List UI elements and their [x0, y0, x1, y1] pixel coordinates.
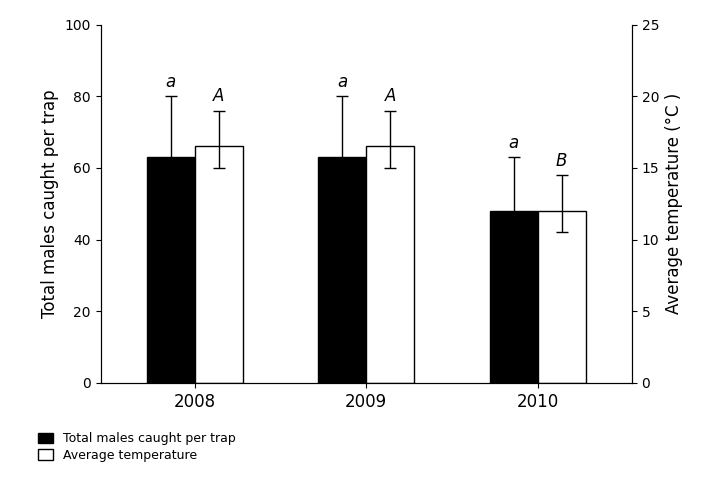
Y-axis label: Total males caught per trap: Total males caught per trap: [41, 89, 59, 318]
Bar: [490, 211, 538, 383]
Text: a: a: [508, 134, 518, 152]
Text: a: a: [337, 73, 348, 91]
Text: A: A: [384, 87, 396, 105]
Bar: [195, 146, 243, 383]
Text: B: B: [556, 152, 567, 170]
Bar: [366, 146, 414, 383]
Text: A: A: [213, 87, 225, 105]
Bar: [146, 157, 195, 383]
Text: a: a: [166, 73, 176, 91]
Y-axis label: Average temperature (°C ): Average temperature (°C ): [665, 93, 683, 314]
Bar: [318, 157, 366, 383]
Bar: [538, 211, 586, 383]
Legend: Total males caught per trap, Average temperature: Total males caught per trap, Average tem…: [38, 432, 236, 462]
